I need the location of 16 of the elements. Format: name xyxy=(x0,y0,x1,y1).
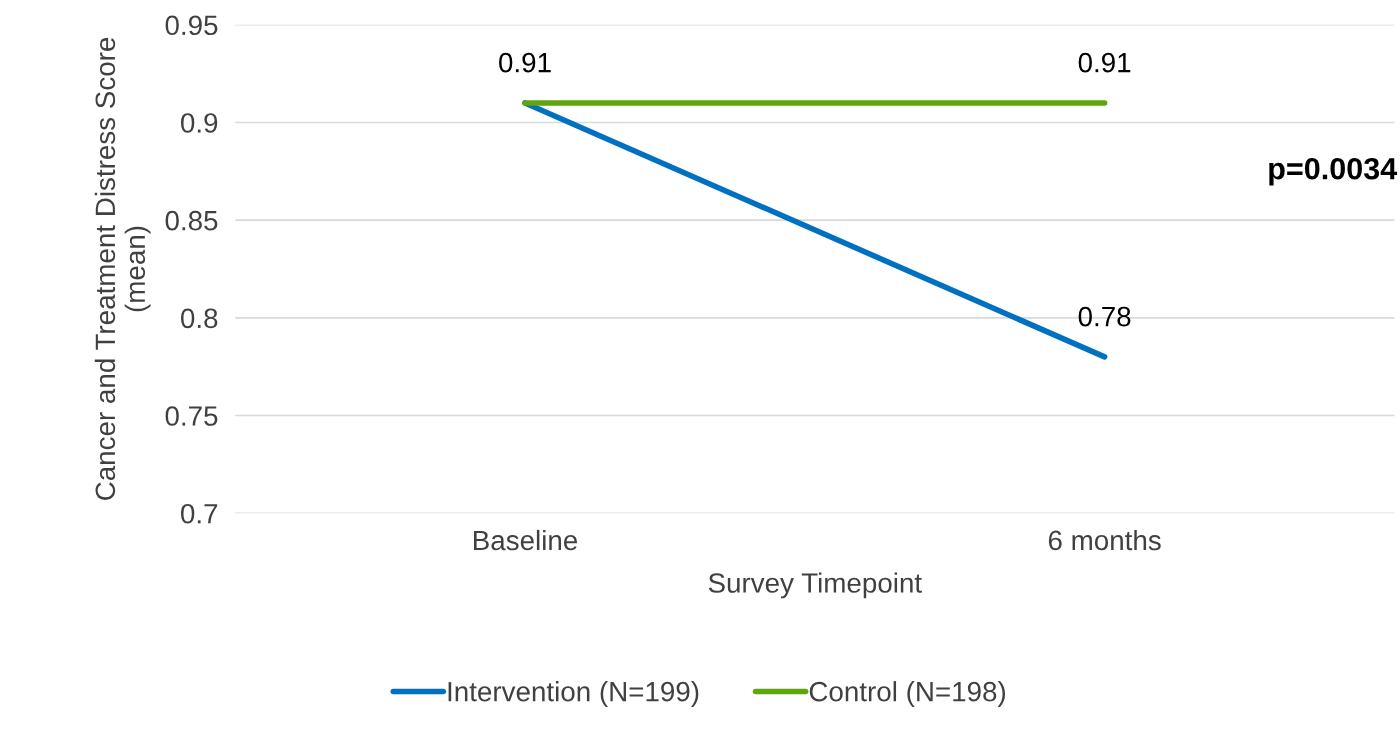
y-tick-label: 0.9 xyxy=(181,113,218,133)
x-tick-label: Baseline xyxy=(474,529,578,551)
x-axis-title: Survey Timepoint xyxy=(708,572,922,599)
x-tick-label: 6 months xyxy=(1048,529,1161,551)
y-tick-label: 0.8 xyxy=(181,308,218,329)
annotation: p=0.0034 xyxy=(1269,157,1398,186)
data-label: 0.78 xyxy=(1078,306,1131,327)
legend-label: Control (N=198) xyxy=(809,681,1006,707)
y-axis-title: Cancer and Treatment Distress Score (mean) xyxy=(94,37,151,500)
y-tick-label: 0.7 xyxy=(181,503,218,524)
legend-label: Intervention (N=199) xyxy=(448,681,699,707)
data-label: 0.91 xyxy=(499,52,551,73)
data-label: 0.91 xyxy=(1078,52,1131,73)
y-tick-label: 0.85 xyxy=(165,210,218,231)
y-tick-label: 0.75 xyxy=(165,406,218,426)
y-tick-label: 0.95 xyxy=(165,15,218,36)
